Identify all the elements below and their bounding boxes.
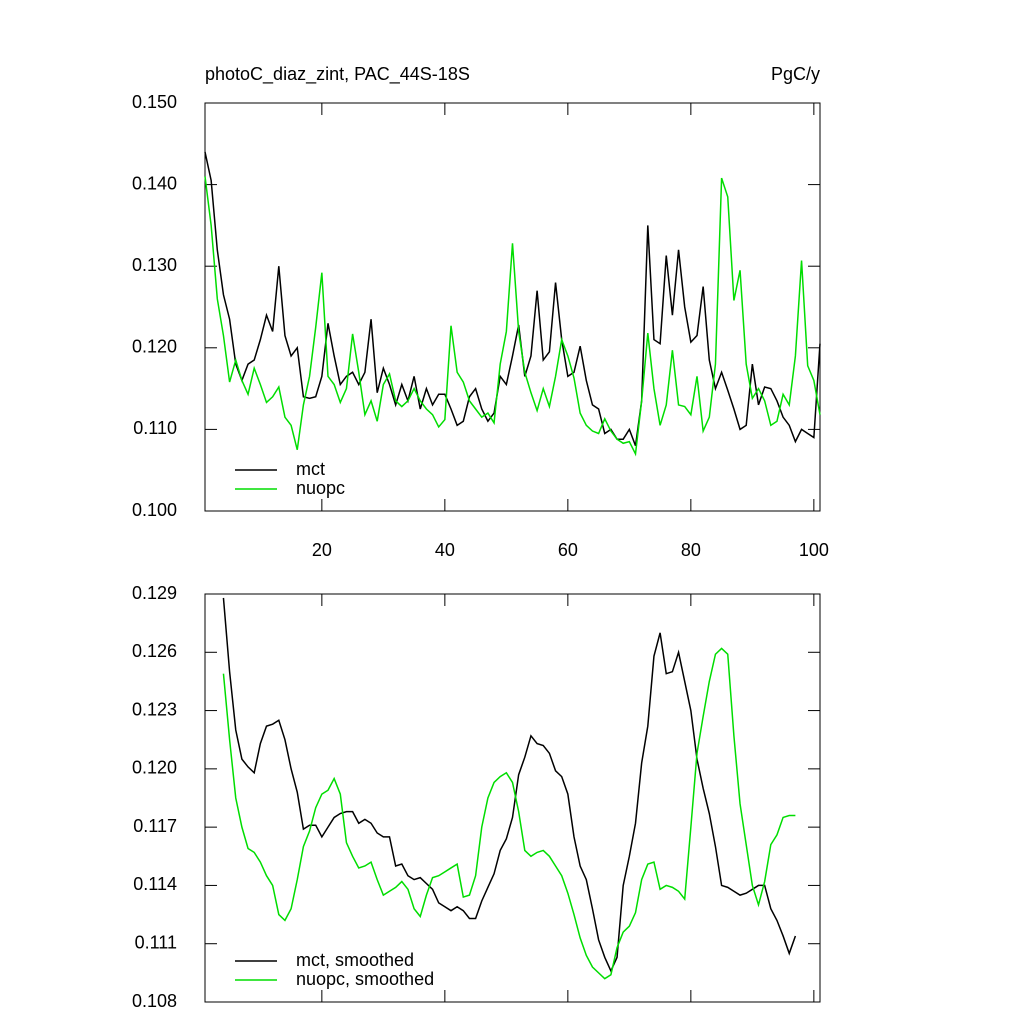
data-line [204,151,821,446]
legend-label: mct, smoothed [296,950,414,970]
data-line [222,597,797,973]
chart-title: photoC_diaz_zint, PAC_44S-18S [205,64,470,85]
y-tick-label: 0.108 [132,991,177,1011]
legend-label: nuopc [296,478,345,498]
x-tick-label: 80 [681,540,701,560]
units-label: PgC/y [771,64,820,84]
x-tick-label: 100 [799,540,829,560]
x-tick-label: 40 [435,540,455,560]
plot-frame [204,102,821,512]
legend-label: mct [296,459,325,479]
data-line [204,176,821,457]
y-tick-label: 0.114 [133,874,177,894]
y-tick-label: 0.110 [133,418,177,438]
y-tick-label: 0.130 [132,255,177,275]
x-tick-label: 20 [312,540,332,560]
data-line [222,647,796,980]
y-tick-label: 0.140 [132,173,177,193]
y-tick-label: 0.150 [132,92,177,112]
y-tick-label: 0.129 [132,583,177,603]
y-tick-label: 0.123 [132,699,177,719]
y-tick-label: 0.126 [132,641,177,661]
y-tick-label: 0.100 [132,500,177,520]
y-tick-label: 0.117 [133,816,177,836]
y-tick-label: 0.120 [132,758,177,778]
legend-label: nuopc, smoothed [296,969,434,989]
plot-frame [204,593,821,1003]
y-tick-label: 0.120 [132,337,177,357]
x-tick-label: 60 [558,540,578,560]
y-tick-label: 0.111 [135,932,177,952]
